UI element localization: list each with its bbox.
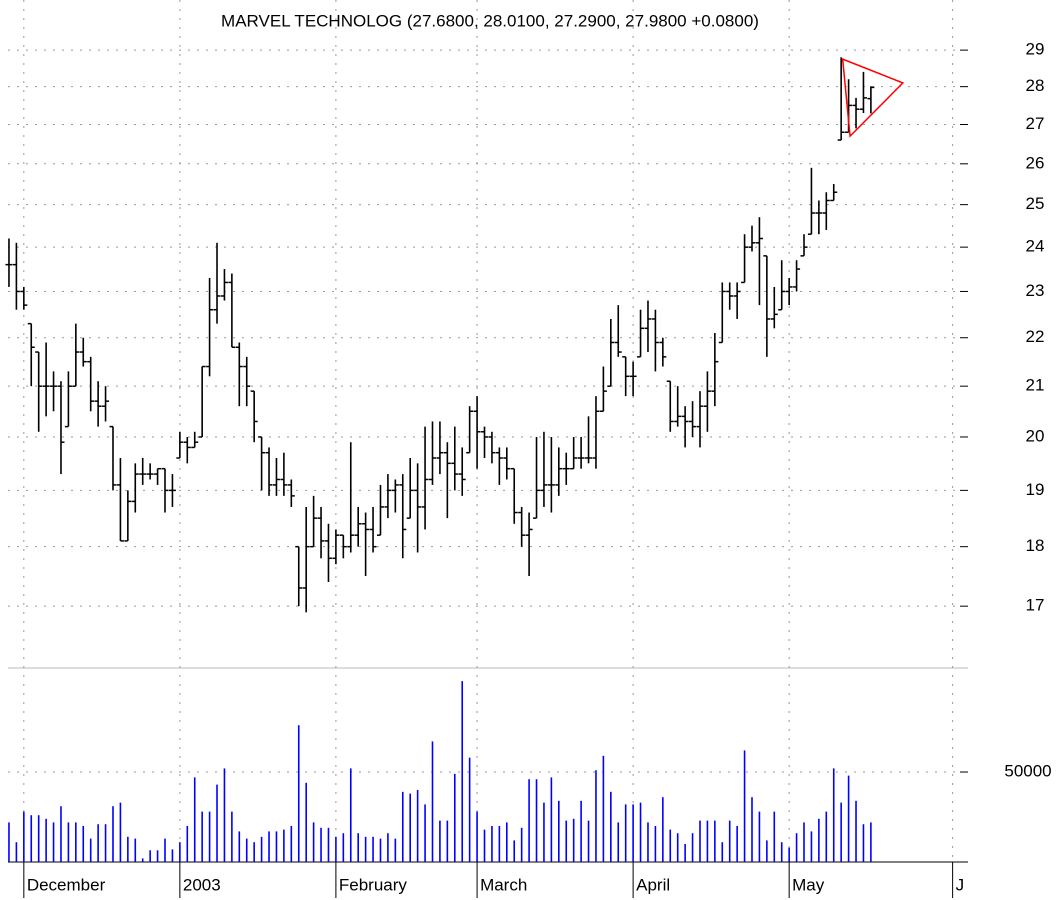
chart-subtitle: MARVEL TECHNOLOG (27.6800, 28.0100, 27.2…: [221, 11, 759, 30]
x-tick-label: February: [339, 875, 408, 894]
y-tick-label: 22: [1026, 327, 1045, 346]
x-tick-label: December: [27, 875, 106, 894]
y-tick-label: 18: [1026, 536, 1045, 555]
x-tick-label: J: [956, 875, 965, 894]
y-tick-label: 28: [1026, 76, 1045, 95]
y-tick-label: 23: [1026, 281, 1045, 300]
x-tick-label: May: [792, 875, 825, 894]
y-tick-label: 26: [1026, 153, 1045, 172]
x-tick-label: April: [636, 875, 670, 894]
y2-tick-label: 50000: [1004, 762, 1051, 781]
y-tick-label: 20: [1026, 426, 1045, 445]
y-tick-label: 19: [1026, 480, 1045, 499]
triangle-annotation: [841, 57, 905, 138]
y-tick-label: 27: [1026, 114, 1045, 133]
x-tick-label: 2003: [183, 875, 221, 894]
y-tick-label: 29: [1026, 40, 1045, 59]
y-tick-label: 24: [1026, 237, 1045, 256]
y-tick-label: 17: [1026, 596, 1045, 615]
y-tick-label: 25: [1026, 194, 1045, 213]
x-tick-label: March: [480, 875, 527, 894]
y-tick-label: 21: [1026, 376, 1045, 395]
